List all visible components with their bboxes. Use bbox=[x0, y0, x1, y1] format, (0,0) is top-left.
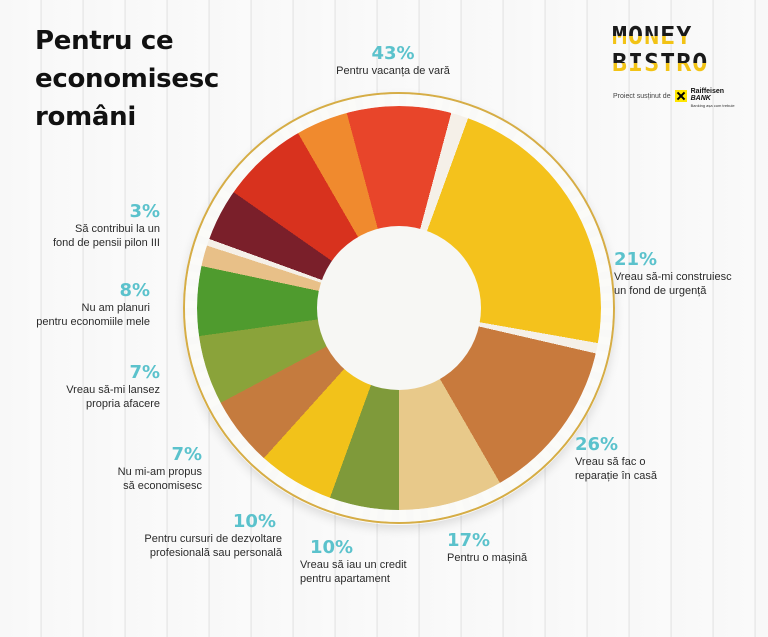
money-bistro-logo: MONEY BISTRO bbox=[612, 22, 742, 76]
label-car: 17% Pentru o mașină bbox=[447, 530, 528, 565]
plate-rim bbox=[185, 94, 613, 522]
page-title: Pentru ce economisesc români bbox=[35, 22, 219, 136]
pie-chart-plate bbox=[183, 92, 615, 524]
label-pension-fund: 3% Să contribui la un fond de pensii pil… bbox=[52, 201, 160, 250]
bank-name: Raiffeisen BANK Banking așa cum trebuie bbox=[690, 88, 735, 108]
label-apartment-credit: 10% Vreau să iau un credit pentru aparta… bbox=[300, 537, 407, 586]
label-home-repair: 26% Vreau să fac o reparație în casă bbox=[575, 434, 657, 483]
logo-word-money: MONEY bbox=[612, 22, 742, 49]
title-line-2: economisesc bbox=[35, 64, 219, 94]
raiffeisen-logo-icon bbox=[674, 90, 687, 102]
label-own-business: 7% Vreau să-mi lansez propria afacere bbox=[66, 362, 160, 411]
label-emergency-fund: 21% Vreau să-mi construiesc un fond de u… bbox=[614, 249, 732, 298]
title-line-3: români bbox=[35, 102, 136, 132]
label-vacation: 43% Pentru vacanța de vară bbox=[336, 43, 450, 78]
label-no-plans: 8% Nu am planuri pentru economiile mele bbox=[36, 280, 150, 329]
logo-word-bistro: BISTRO bbox=[612, 49, 742, 76]
label-courses: 10% Pentru cursuri de dezvoltare profesi… bbox=[144, 511, 282, 560]
sponsor-text: Proiect susținut de bbox=[613, 93, 671, 100]
title-line-1: Pentru ce bbox=[35, 26, 174, 56]
label-no-savings-intent: 7% Nu mi-am propus să economisesc bbox=[117, 444, 202, 493]
sponsor-block: Proiect susținut de Raiffeisen BANK Bank… bbox=[613, 88, 735, 108]
plate-center bbox=[317, 226, 481, 390]
bank-tagline: Banking așa cum trebuie bbox=[690, 103, 735, 108]
